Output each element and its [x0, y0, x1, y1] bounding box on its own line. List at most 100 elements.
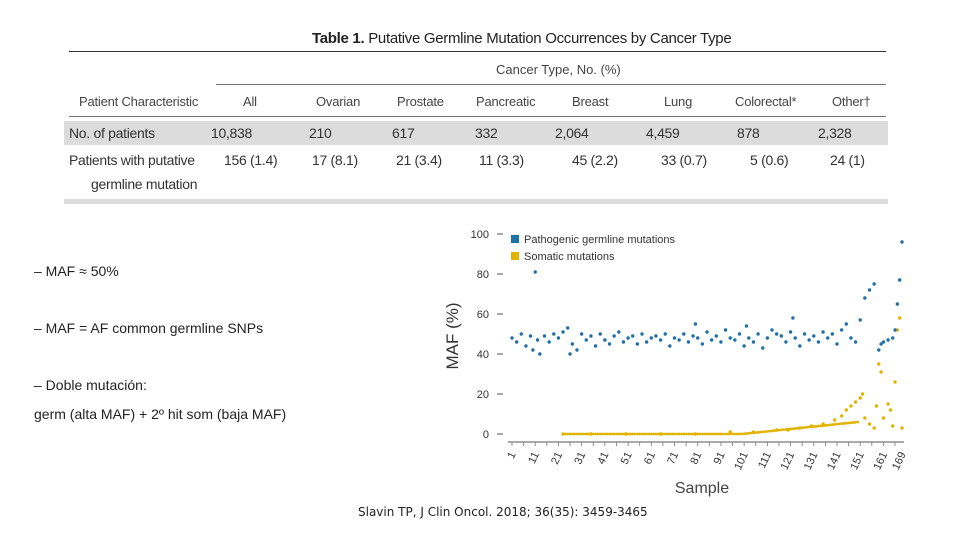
germline-point	[556, 336, 561, 340]
germline-point	[839, 328, 844, 332]
somatic-point	[893, 380, 897, 384]
somatic-point	[658, 432, 663, 436]
x-tick-label: 151	[848, 450, 867, 472]
somatic-point	[867, 422, 872, 426]
somatic-band-point	[682, 432, 686, 436]
somatic-band-point	[856, 420, 860, 424]
germline-point	[693, 322, 698, 326]
somatic-band-point	[770, 429, 774, 433]
germline-point	[879, 342, 883, 346]
somatic-band-point	[803, 426, 806, 429]
germline-point	[830, 332, 835, 336]
somatic-band-point	[642, 432, 646, 436]
x-tick-label: 161	[872, 450, 891, 472]
germline-point	[872, 282, 876, 286]
somatic-band-point	[587, 432, 591, 436]
somatic-band-point	[631, 432, 635, 436]
y-axis-label: MAF (%)	[443, 302, 462, 369]
germline-point	[742, 344, 746, 348]
somatic-band-point	[577, 432, 581, 436]
germline-point	[617, 330, 621, 334]
germline-point	[668, 344, 672, 348]
germline-point	[603, 338, 607, 342]
germline-point	[816, 340, 821, 344]
table-cell: 878	[737, 125, 760, 141]
somatic-band-point	[570, 432, 574, 436]
somatic-point	[774, 428, 779, 432]
somatic-band-point	[668, 432, 672, 436]
y-tick-label: 80	[477, 269, 489, 281]
germline-point	[686, 340, 691, 344]
somatic-band-point	[763, 430, 767, 433]
x-tick-label: 131	[802, 450, 821, 472]
somatic-band-point	[854, 420, 857, 424]
somatic-band-point	[661, 432, 665, 436]
somatic-band-point	[726, 432, 730, 436]
col-header-colorectal: Colorectal*	[735, 94, 797, 109]
germline-point	[552, 332, 556, 336]
somatic-band-point	[601, 432, 604, 436]
bullet-maf-50: – MAF ≈ 50%	[34, 263, 119, 279]
col-header-breast: Breast	[572, 94, 609, 109]
table-cell: 21 (3.4)	[396, 152, 442, 168]
germline-point	[807, 338, 811, 342]
germline-point	[705, 330, 709, 334]
somatic-band-point	[707, 432, 711, 436]
germline-point	[672, 336, 677, 340]
y-tick-label: 60	[477, 309, 489, 321]
germline-point	[658, 338, 663, 342]
somatic-band-point	[638, 432, 642, 436]
somatic-point	[561, 432, 565, 436]
somatic-point	[877, 362, 881, 366]
somatic-band-point	[677, 432, 681, 436]
germline-point	[561, 330, 565, 334]
somatic-band-point	[740, 432, 744, 436]
citation: Slavin TP, J Clin Oncol. 2018; 36(35): 3…	[358, 505, 648, 519]
germline-point	[691, 334, 695, 338]
germline-point	[566, 326, 570, 330]
somatic-band-point	[617, 432, 621, 436]
somatic-band-point	[738, 432, 741, 436]
somatic-band-point	[724, 432, 727, 436]
somatic-band-point	[652, 432, 656, 436]
somatic-point	[886, 402, 890, 406]
somatic-band-point	[689, 432, 693, 436]
somatic-band-point	[842, 422, 846, 425]
germline-point	[654, 334, 658, 338]
somatic-band-point	[791, 427, 795, 431]
germline-point	[542, 334, 547, 338]
table-title: Table 1. Putative Germline Mutation Occu…	[312, 30, 732, 47]
somatic-band-point	[779, 428, 783, 432]
col-header-prostate: Prostate	[397, 94, 444, 109]
somatic-band-point	[596, 432, 600, 436]
somatic-band-point	[721, 432, 725, 436]
germline-point	[812, 334, 816, 338]
table-cell: 45 (2.2)	[572, 152, 618, 168]
germline-point	[584, 338, 588, 342]
germline-point	[863, 296, 867, 300]
x-tick-label: 121	[779, 450, 798, 472]
germline-point	[788, 330, 793, 334]
y-tick-label: 0	[483, 429, 489, 441]
somatic-band-point	[733, 432, 737, 436]
germline-point	[747, 336, 751, 340]
table-rule-head	[69, 116, 886, 117]
somatic-band-point	[580, 432, 584, 436]
germline-point	[719, 340, 723, 344]
germline-point	[524, 344, 528, 348]
somatic-band-point	[756, 430, 760, 434]
somatic-band-point	[851, 421, 855, 424]
somatic-band-point	[828, 423, 832, 427]
somatic-point	[844, 408, 848, 412]
germline-point	[514, 340, 519, 344]
somatic-band-point	[777, 428, 781, 432]
legend-label-somatic: Somatic mutations	[524, 251, 615, 263]
germline-point	[696, 336, 700, 340]
table-cell: 2,328	[818, 125, 852, 141]
somatic-band-point	[814, 424, 818, 428]
germline-point	[886, 338, 890, 342]
germline-point	[575, 348, 579, 352]
somatic-band-point	[844, 421, 848, 425]
x-axis-label: Sample	[675, 480, 729, 497]
